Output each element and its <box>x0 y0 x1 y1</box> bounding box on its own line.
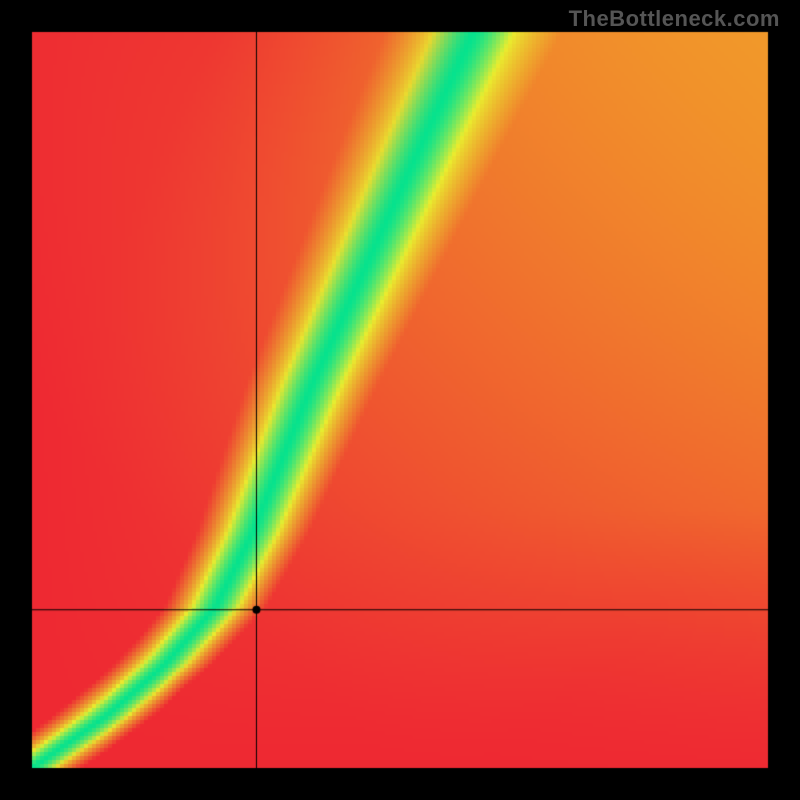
heatmap-canvas <box>0 0 800 800</box>
watermark-text: TheBottleneck.com <box>569 6 780 32</box>
